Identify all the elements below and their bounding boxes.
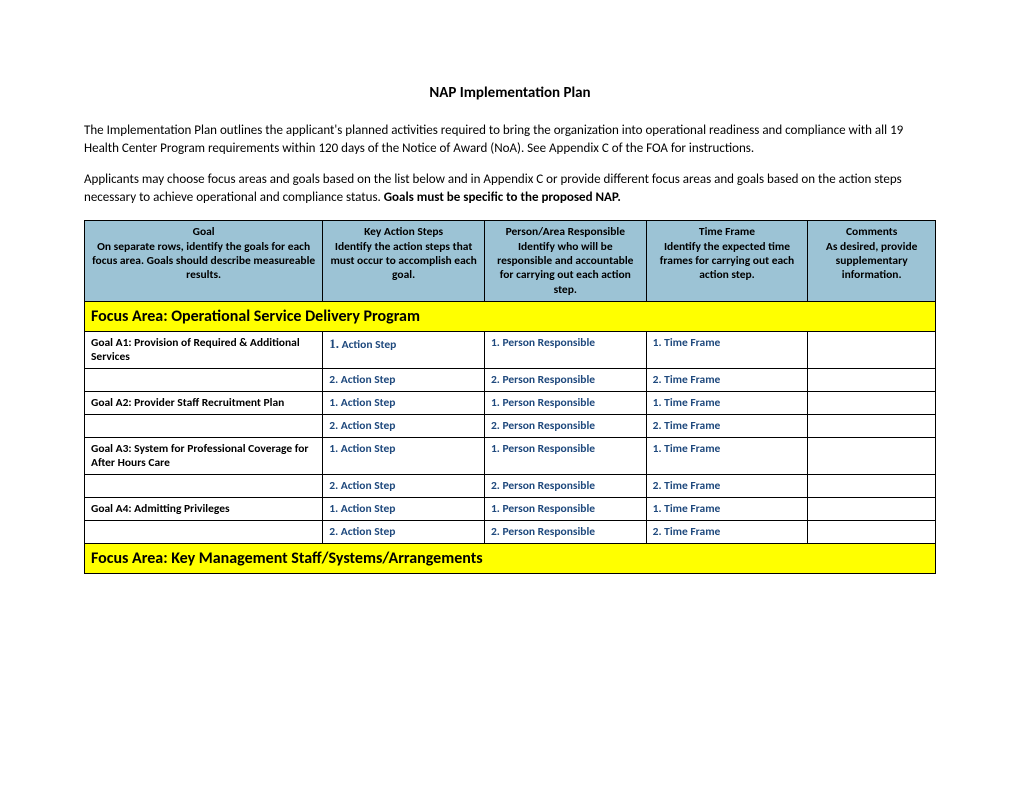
table-row: Goal A4: Admitting Privileges 1. Action … [85,498,936,521]
goal-a3-title: Goal A3: System for Professional Coverag… [85,438,323,475]
goal-a2-r2-time: 2. Time Frame [646,415,808,438]
goal-a3-r2-time: 2. Time Frame [646,475,808,498]
goal-a1-title: Goal A1: Provision of Required & Additio… [85,332,323,369]
col-timeframe: Time FrameIdentify the expected time fra… [646,221,808,302]
table-row: Goal A3: System for Professional Coverag… [85,438,936,475]
col-timeframe-sub: Identify the expected time frames for ca… [653,240,802,283]
goal-a1-r2-action: 2. Action Step [323,369,485,392]
col-comments-label: Comments [814,225,929,239]
focus-area-2: Focus Area: Key Management Staff/Systems… [85,544,936,574]
table-row: 2. Action Step 2. Person Responsible 2. … [85,369,936,392]
intro-paragraph-2: Applicants may choose focus areas and go… [84,171,936,206]
goal-a4-r2-comments [808,521,936,544]
col-comments-sub: As desired, provide supplementary inform… [814,240,929,283]
implementation-plan-table: GoalOn separate rows, identify the goals… [84,220,936,574]
document-page: NAP Implementation Plan The Implementati… [0,0,1020,574]
goal-a4-title: Goal A4: Admitting Privileges [85,498,323,521]
goal-a4-r1-time: 1. Time Frame [646,498,808,521]
goal-a1-r2-comments [808,369,936,392]
goal-a3-r1-comments [808,438,936,475]
focus-area-1: Focus Area: Operational Service Delivery… [85,302,936,332]
goal-a3-r1-action: 1. Action Step [323,438,485,475]
table-header: GoalOn separate rows, identify the goals… [85,221,936,302]
goal-a2-r2-person: 2. Person Responsible [484,415,646,438]
col-key-action-sub: Identify the action steps that must occu… [329,240,478,283]
goal-a4-r1-action: 1. Action Step [323,498,485,521]
goal-a1-r1-time: 1. Time Frame [646,332,808,369]
col-person: Person/Area ResponsibleIdentify who will… [484,221,646,302]
goal-a3-r1-time: 1. Time Frame [646,438,808,475]
goal-a2-r1-time: 1. Time Frame [646,392,808,415]
intro-paragraph-1: The Implementation Plan outlines the app… [84,122,936,157]
goal-a4-r1-person: 1. Person Responsible [484,498,646,521]
goal-a3-r2-person: 2. Person Responsible [484,475,646,498]
serif-number: 1. [329,336,339,351]
table-row: 2. Action Step 2. Person Responsible 2. … [85,475,936,498]
goal-a1-r2-time: 2. Time Frame [646,369,808,392]
col-goal: GoalOn separate rows, identify the goals… [85,221,323,302]
col-person-label: Person/Area Responsible [491,225,640,239]
col-key-action-label: Key Action Steps [329,225,478,239]
goal-a3-r2-action: 2. Action Step [323,475,485,498]
goal-a4-r2-goal [85,521,323,544]
goal-a3-r2-goal [85,475,323,498]
goal-a2-r1-action: 1. Action Step [323,392,485,415]
goal-a1-r2-goal [85,369,323,392]
goal-a1-r2-person: 2. Person Responsible [484,369,646,392]
action-step-text: Action Step [342,338,397,352]
goal-a4-r2-time: 2. Time Frame [646,521,808,544]
page-title: NAP Implementation Plan [84,84,936,102]
goal-a4-r2-action: 2. Action Step [323,521,485,544]
col-goal-label: Goal [91,225,316,239]
col-person-sub: Identify who will be responsible and acc… [491,240,640,298]
table-row: Goal A2: Provider Staff Recruitment Plan… [85,392,936,415]
goal-a1-r1-comments [808,332,936,369]
goal-a2-r2-goal [85,415,323,438]
goal-a3-r2-comments [808,475,936,498]
goal-a4-r2-person: 2. Person Responsible [484,521,646,544]
table-row: Goal A1: Provision of Required & Additio… [85,332,936,369]
focus-area-2-row: Focus Area: Key Management Staff/Systems… [85,544,936,574]
goal-a1-r1-person: 1. Person Responsible [484,332,646,369]
col-key-action: Key Action StepsIdentify the action step… [323,221,485,302]
goal-a1-r1-action: 1. Action Step [323,332,485,369]
col-timeframe-label: Time Frame [653,225,802,239]
goal-a2-r2-comments [808,415,936,438]
table-row: 2. Action Step 2. Person Responsible 2. … [85,415,936,438]
focus-area-1-row: Focus Area: Operational Service Delivery… [85,302,936,332]
intro-paragraph-2b: Goals must be specific to the proposed N… [384,190,621,205]
goal-a2-title: Goal A2: Provider Staff Recruitment Plan [85,392,323,415]
col-comments: CommentsAs desired, provide supplementar… [808,221,936,302]
goal-a3-r1-person: 1. Person Responsible [484,438,646,475]
table-row: 2. Action Step 2. Person Responsible 2. … [85,521,936,544]
goal-a2-r1-comments [808,392,936,415]
goal-a2-r1-person: 1. Person Responsible [484,392,646,415]
goal-a2-r2-action: 2. Action Step [323,415,485,438]
col-goal-sub: On separate rows, identify the goals for… [91,240,316,283]
goal-a4-r1-comments [808,498,936,521]
